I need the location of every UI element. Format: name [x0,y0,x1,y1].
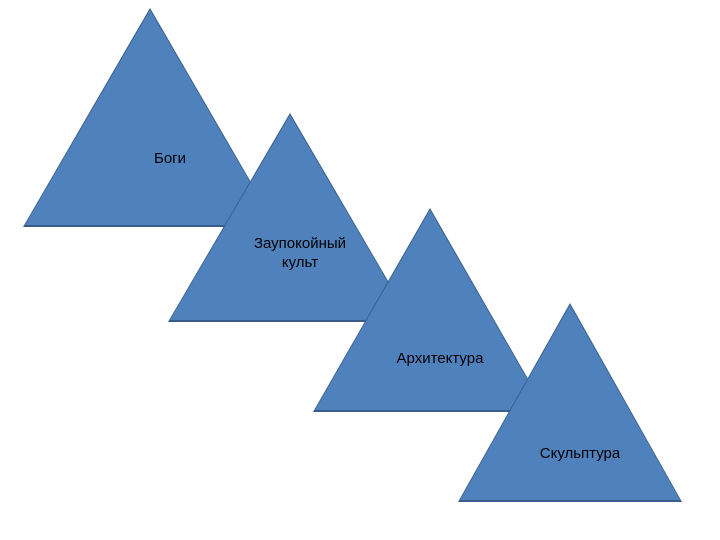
triangle-sculpture [460,305,680,500]
diagram-stage: БогиЗаупокойный культАрхитектураСкульпту… [0,0,720,540]
triangle-label-sculpture: Скульптура [515,445,645,464]
